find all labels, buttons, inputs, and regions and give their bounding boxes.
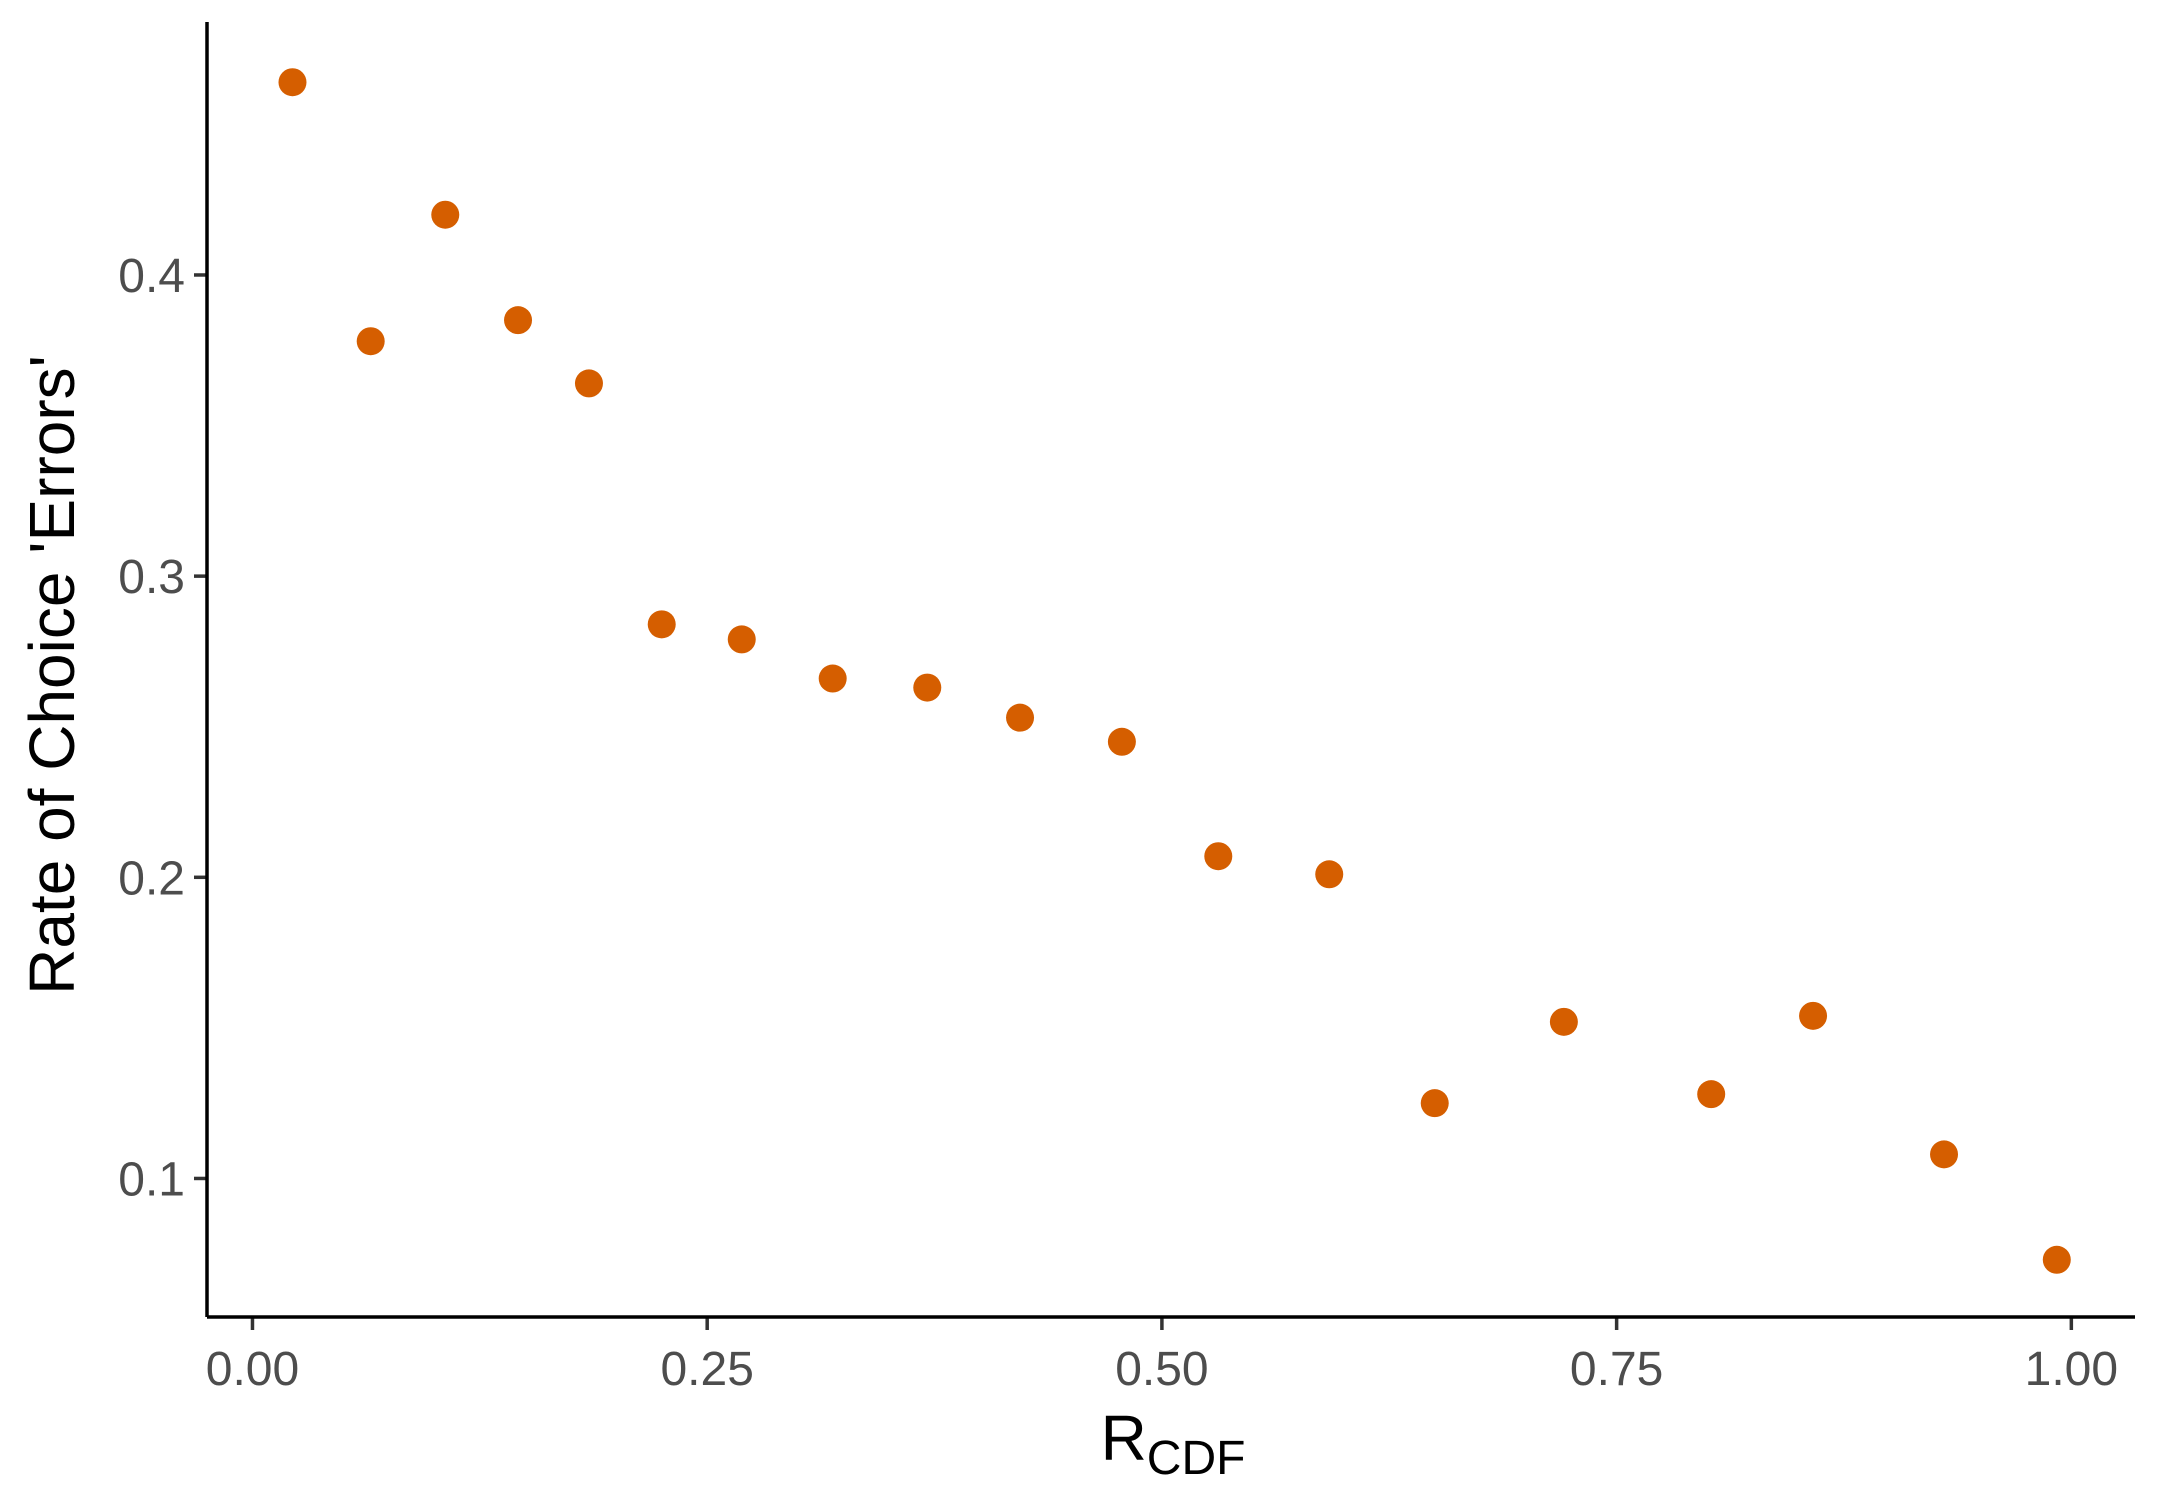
data-point [1420, 1089, 1449, 1118]
data-point [1204, 842, 1233, 871]
x-tick-label: 0.50 [1115, 1343, 1208, 1396]
data-point [504, 306, 533, 335]
y-tick-label: 0.3 [118, 551, 185, 604]
data-point [1799, 1001, 1828, 1030]
y-axis-title: Rate of Choice 'Errors' [16, 355, 88, 995]
data-point [1315, 860, 1344, 889]
y-axis-ticks: 0.1 0.2 0.3 0.4 [118, 250, 207, 1206]
x-axis-title-main: R [1101, 1402, 1147, 1474]
data-point [647, 610, 676, 639]
data-point [431, 200, 460, 229]
data-points [278, 68, 2071, 1274]
data-point [574, 369, 603, 398]
x-tick-label: 1.00 [2025, 1343, 2118, 1396]
x-axis-title-subscript: CDF [1147, 1432, 1246, 1485]
x-tick-label: 0.25 [660, 1343, 753, 1396]
x-tick-label: 0.75 [1570, 1343, 1663, 1396]
y-tick-label: 0.1 [118, 1153, 185, 1206]
data-point [727, 625, 756, 654]
data-point [2042, 1245, 2071, 1274]
data-point [278, 68, 307, 97]
data-point [1107, 727, 1136, 756]
data-point [1006, 703, 1035, 732]
x-tick-label: 0.00 [206, 1343, 299, 1396]
data-point [913, 673, 942, 702]
data-point [1930, 1140, 1959, 1169]
data-point [1549, 1007, 1578, 1036]
data-point [356, 327, 385, 356]
x-axis-ticks: 0.00 0.25 0.50 0.75 1.00 [206, 1317, 2118, 1396]
data-point [818, 664, 847, 693]
data-point [1697, 1080, 1726, 1109]
y-tick-label: 0.2 [118, 852, 185, 905]
y-tick-label: 0.4 [118, 250, 185, 303]
x-axis-title: RCDF [1101, 1402, 1246, 1485]
